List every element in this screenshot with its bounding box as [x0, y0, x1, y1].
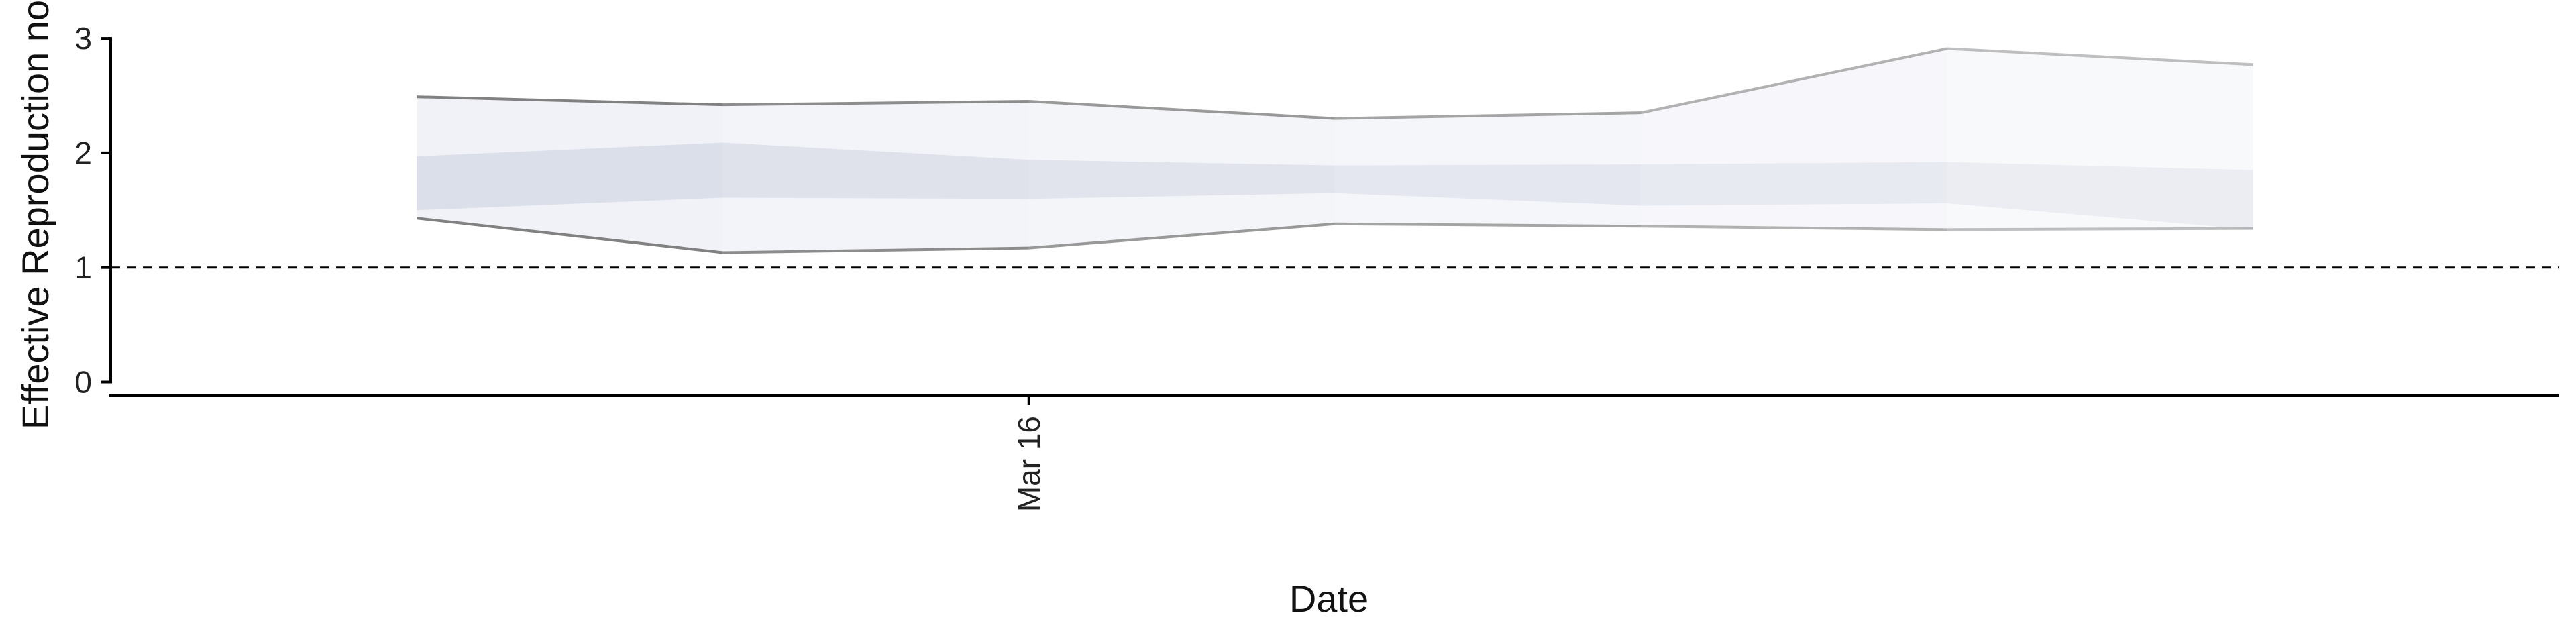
band-50-segment [1641, 162, 1947, 206]
lower-bound-segment [1028, 222, 1336, 250]
band-90-segment [1028, 101, 1335, 248]
upper-bound-segment [1640, 47, 1947, 115]
lower-bound-segment [1641, 225, 1947, 231]
upper-bound-segment [722, 100, 1029, 107]
band-50-segment [1335, 164, 1642, 206]
interval-bound-lines [417, 47, 2253, 254]
upper-bound-segment [1028, 100, 1336, 120]
x-axis-ticks: Mar 16 [1012, 396, 1046, 512]
lower-bound-segment [1947, 227, 2253, 231]
lower-bound-segment [1334, 222, 1642, 228]
y-axis-ticks: 0 1 2 3 [74, 21, 111, 400]
band-90-segment [1947, 48, 2253, 230]
y-tick-label: 3 [74, 21, 92, 56]
upper-bound-segment [1947, 47, 2253, 66]
y-tick-label: 2 [74, 136, 92, 170]
upper-bound-segment [1334, 111, 1642, 120]
upper-bound-segment [417, 95, 723, 107]
y-tick-label: 1 [74, 250, 92, 285]
band-50-segment [417, 142, 723, 211]
y-tick-label: 0 [74, 365, 92, 400]
band-90-segment [1335, 113, 1642, 227]
y-axis-title: Effective Reproduction no [14, 0, 56, 429]
lower-bound-segment [722, 246, 1029, 254]
band-90-segment [1641, 48, 1947, 230]
uncertainty-bands [417, 48, 2253, 253]
lower-bound-segment [417, 217, 723, 254]
x-axis-title: Date [1289, 578, 1368, 620]
x-tick-label: Mar 16 [1012, 416, 1046, 512]
band-50-segment [1028, 160, 1335, 199]
band-50-segment [1947, 162, 2253, 230]
band-50-segment [722, 142, 1029, 199]
